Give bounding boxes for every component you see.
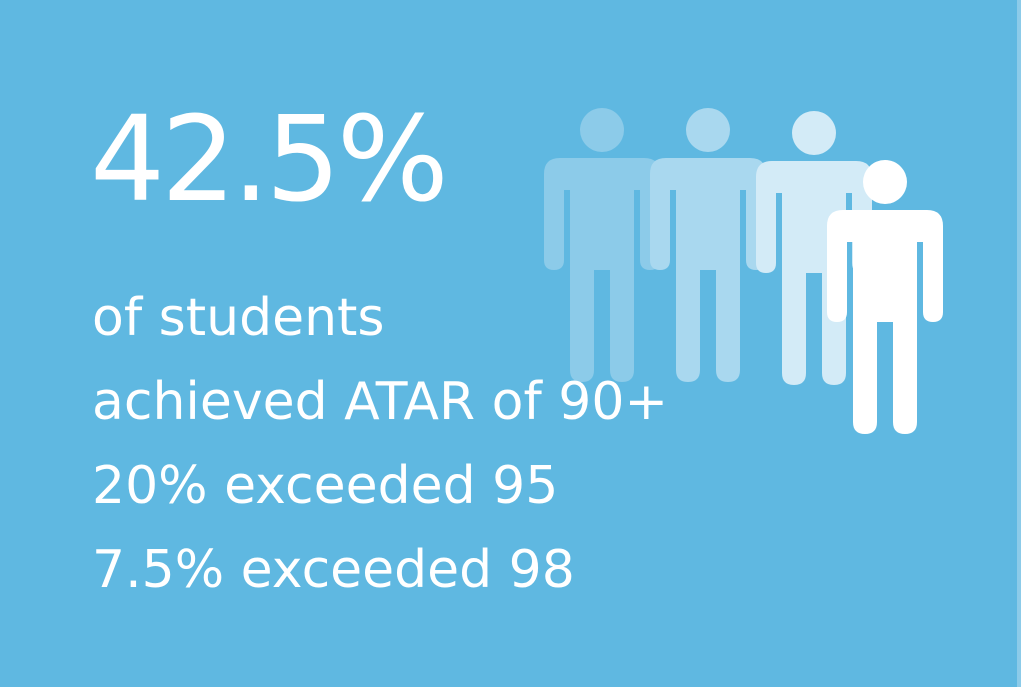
text-line: 7.5% exceeded 98 bbox=[92, 540, 575, 600]
text-line: 20% exceeded 95 bbox=[92, 456, 559, 516]
person-icon bbox=[544, 108, 660, 382]
person-icon bbox=[650, 108, 766, 382]
edge bbox=[1017, 0, 1021, 687]
headline: 42.5% bbox=[90, 90, 449, 228]
text-line: achieved ATAR of 90+ bbox=[92, 372, 669, 432]
text-line: of students bbox=[92, 288, 385, 348]
